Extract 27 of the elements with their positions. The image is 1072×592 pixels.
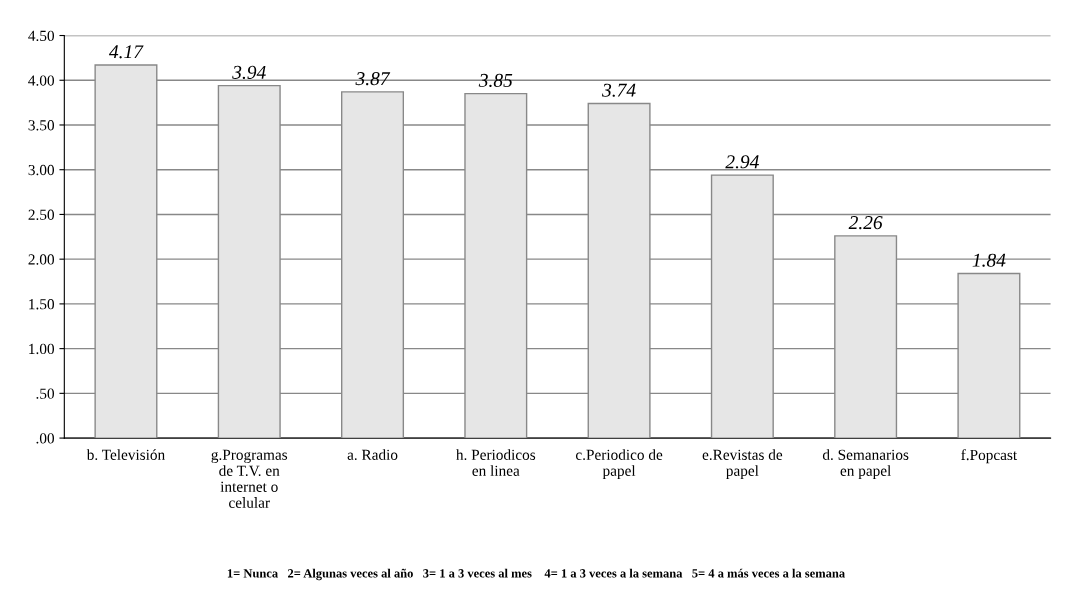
data-label: 3.85 — [478, 73, 513, 88]
y-tick-label: .50 — [36, 388, 55, 399]
x-tick-label: h. Periodicos en linea — [456, 449, 536, 476]
x-tick-label: f.Popcast — [961, 449, 1018, 464]
text: 1= Nunca 2= Algunas veces al año 3= 1 a 3 veces al mes 4= 1 a 3 veces a la semana 5= 4 a más veces a la semana — [227, 568, 845, 581]
data-label: 1.84 — [972, 253, 1006, 267]
y-tick-label: 4.00 — [28, 75, 55, 86]
y-tick-label: 2.50 — [28, 209, 55, 220]
data-label: 2.94 — [725, 155, 759, 169]
y-tick-label: 3.50 — [28, 120, 55, 131]
x-tick-label: d. Semanarios en papel — [822, 449, 909, 480]
data-label: 3.94 — [232, 65, 266, 79]
y-tick-label: 4.50 — [28, 30, 55, 42]
x-tick-label: e.Revistas de papel — [702, 449, 783, 480]
y-tick-label: 1.00 — [29, 343, 55, 355]
y-tick-label: 3.00 — [28, 164, 55, 176]
data-label: 3.87 — [355, 72, 391, 86]
y-tick-label: .00 — [36, 433, 55, 444]
y-tick-label: 1.50 — [29, 299, 55, 310]
y-tick-label: 2.00 — [28, 254, 55, 265]
data-label: 2.26 — [848, 216, 883, 230]
data-label: 4.17 — [108, 45, 144, 59]
x-tick-label: b. Televisión — [86, 449, 165, 461]
x-tick-label: c.Periodico de papel — [575, 449, 663, 480]
x-tick-label: a. Radio — [347, 449, 398, 461]
x-tick-label: g.Programas de T.V. en internet o celular — [211, 449, 288, 508]
data-label: 3.74 — [602, 83, 636, 97]
